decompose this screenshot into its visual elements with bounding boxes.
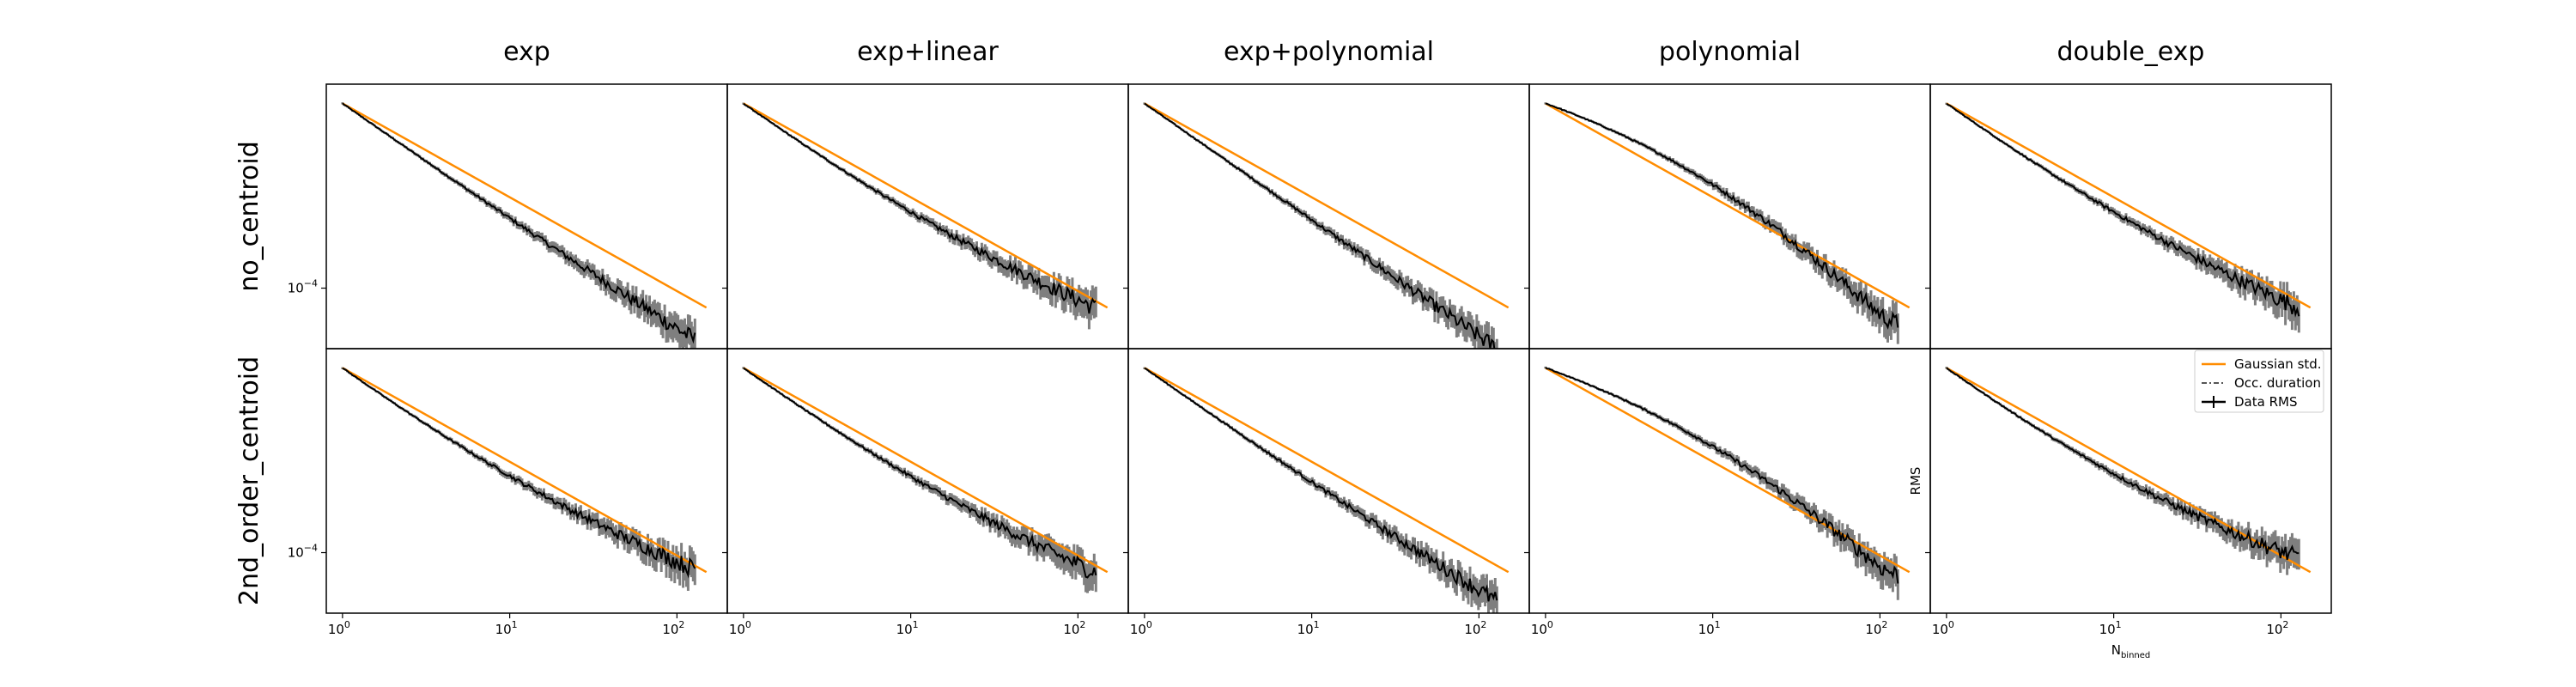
legend-label-0: Gaussian std. bbox=[2234, 356, 2322, 372]
model-line-no_centroid-exp bbox=[342, 102, 708, 309]
panel-2nd_order_centroid-double_exp: 100 101 102 bbox=[1925, 348, 2332, 637]
x-tick-label: 101 bbox=[1297, 619, 1320, 637]
model-line-2nd_order_centroid-exp bbox=[342, 367, 708, 574]
panel-frame bbox=[1127, 83, 1530, 350]
error-bars-no_centroid-polynomial bbox=[1544, 102, 1899, 344]
x-axis-label: Nbinned bbox=[2111, 642, 2151, 660]
panel-frame bbox=[1929, 348, 2332, 614]
panel-frame bbox=[1929, 83, 2332, 350]
x-tick-label: 102 bbox=[1865, 619, 1887, 637]
error-bars-2nd_order_centroid-polynomial bbox=[1544, 366, 1899, 600]
x-tick-label: 102 bbox=[662, 619, 684, 637]
model-line-no_centroid-exp+polynomial bbox=[1144, 102, 1510, 309]
model-line-2nd_order_centroid-exp+polynomial bbox=[1144, 367, 1510, 574]
y-tick-label: 10−4 bbox=[288, 278, 318, 296]
panel-2nd_order_centroid-exp: 10−4 100 101 102 bbox=[288, 348, 728, 637]
column-title-exp+polynomial: exp+polynomial bbox=[1224, 37, 1434, 67]
data-line-2nd_order_centroid-exp+polynomial bbox=[1144, 367, 1498, 602]
data-line-no_centroid-exp+linear bbox=[743, 102, 1097, 314]
x-tick-label: 100 bbox=[729, 619, 751, 637]
data-line-2nd_order_centroid-polynomial bbox=[1545, 367, 1899, 584]
panel-no_centroid-exp+linear bbox=[722, 83, 1129, 350]
figure-labels: exp exp+linear exp+polynomial polynomial dou… bbox=[234, 37, 2204, 660]
data-line-no_centroid-exp bbox=[342, 102, 696, 344]
x-tick-label: 102 bbox=[2266, 619, 2288, 637]
row-label-no_centroid: no_centroid bbox=[234, 141, 264, 292]
y-tick-label: 10−4 bbox=[288, 543, 318, 561]
panel-no_centroid-polynomial bbox=[1524, 83, 1931, 350]
data-line-no_centroid-polynomial bbox=[1545, 102, 1899, 330]
model-line-2nd_order_centroid-exp+linear bbox=[743, 367, 1109, 574]
row-label-2nd_order_centroid: 2nd_order_centroid bbox=[234, 356, 264, 605]
panel-no_centroid-exp+polynomial bbox=[1123, 83, 1530, 350]
legend-label-1: Occ. duration bbox=[2234, 375, 2321, 391]
data-line-2nd_order_centroid-double_exp bbox=[1946, 367, 2300, 561]
column-title-exp: exp bbox=[503, 37, 550, 67]
panel-frame bbox=[726, 83, 1129, 350]
x-tick-label: 100 bbox=[328, 619, 350, 637]
panel-2nd_order_centroid-exp+linear: 100 101 102 bbox=[722, 348, 1129, 637]
data-line-2nd_order_centroid-exp+linear bbox=[743, 367, 1097, 579]
x-tick-label: 100 bbox=[1932, 619, 1954, 637]
model-line-2nd_order_centroid-polynomial bbox=[1545, 367, 1911, 574]
panel-2nd_order_centroid-polynomial: 100 101 102 bbox=[1524, 348, 1931, 637]
x-tick-label: 100 bbox=[1130, 619, 1152, 637]
error-bars-no_centroid-double_exp bbox=[1945, 102, 2300, 333]
error-bars-2nd_order_centroid-exp+linear bbox=[742, 367, 1097, 593]
column-title-exp+linear: exp+linear bbox=[857, 37, 999, 67]
legend: Gaussian std. Occ. duration Data RMS bbox=[2194, 350, 2324, 413]
model-line-no_centroid-polynomial bbox=[1545, 102, 1911, 309]
legend-box bbox=[2194, 350, 2324, 413]
x-tick-label: 102 bbox=[1464, 619, 1486, 637]
x-tick-label: 101 bbox=[495, 619, 518, 637]
column-title-polynomial: polynomial bbox=[1659, 37, 1801, 67]
x-tick-label: 101 bbox=[896, 619, 919, 637]
model-line-no_centroid-double_exp bbox=[1946, 102, 2312, 309]
y-axis-label: RMS bbox=[1908, 467, 1923, 495]
panel-no_centroid-exp: 10−4 bbox=[288, 83, 728, 350]
data-line-2nd_order_centroid-exp bbox=[342, 367, 696, 579]
panel-2nd_order_centroid-exp+polynomial: 100 101 102 bbox=[1123, 348, 1530, 637]
data-line-no_centroid-exp+polynomial bbox=[1144, 102, 1496, 349]
error-bars-no_centroid-exp+linear bbox=[742, 102, 1097, 330]
error-bars-no_centroid-exp+polynomial bbox=[1143, 102, 1498, 349]
panel-no_centroid-double_exp bbox=[1925, 83, 2332, 350]
x-tick-label: 101 bbox=[1698, 619, 1721, 637]
legend-label-2: Data RMS bbox=[2234, 394, 2297, 410]
x-tick-label: 100 bbox=[1531, 619, 1553, 637]
model-line-no_centroid-exp+linear bbox=[743, 102, 1109, 309]
panel-frame bbox=[325, 83, 728, 350]
x-tick-label: 102 bbox=[1063, 619, 1085, 637]
x-tick-label: 101 bbox=[2099, 619, 2122, 637]
column-title-double_exp: double_exp bbox=[2057, 37, 2205, 67]
data-line-no_centroid-double_exp bbox=[1946, 102, 2300, 318]
